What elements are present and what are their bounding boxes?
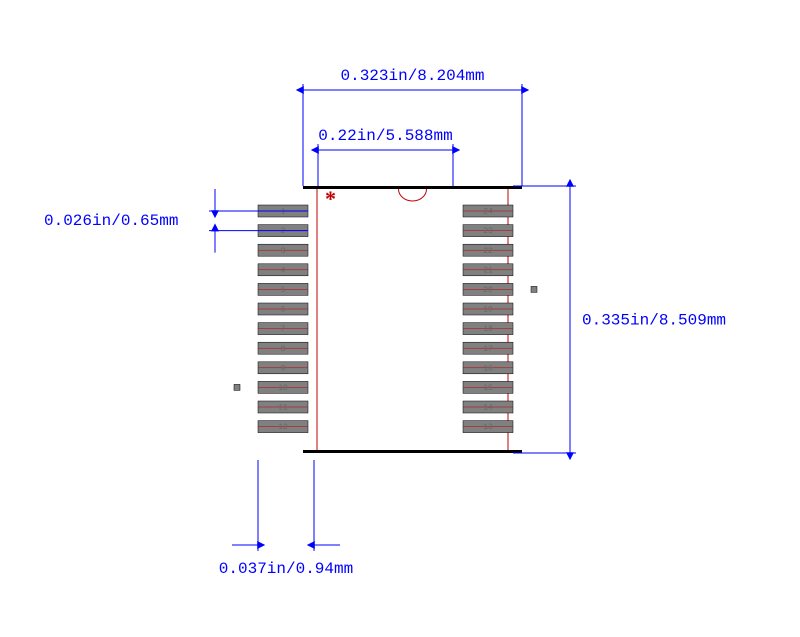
pin-label-20: 20 <box>483 286 493 295</box>
dim-padlen-label: 0.037in/0.94mm <box>219 560 353 578</box>
pin-label-7: 7 <box>281 325 286 334</box>
pin1-marker-icon: * <box>325 186 336 211</box>
pin-label-8: 8 <box>281 345 286 354</box>
pin-label-21: 21 <box>483 266 493 275</box>
pin-label-17: 17 <box>483 345 493 354</box>
dim-width-inner-label: 0.22in/5.588mm <box>318 127 452 145</box>
pin-label-19: 19 <box>483 306 493 315</box>
pin-label-3: 3 <box>281 247 286 256</box>
pin-label-14: 14 <box>483 404 493 413</box>
pin-label-6: 6 <box>281 306 286 315</box>
pin-label-1: 1 <box>281 208 286 217</box>
pin-label-13: 13 <box>483 423 493 432</box>
pin-label-18: 18 <box>483 325 493 334</box>
pin-label-5: 5 <box>281 286 286 295</box>
pin-label-11: 11 <box>278 404 288 413</box>
courtyard-marker-right <box>531 286 537 292</box>
pin1-arc-icon <box>399 189 427 201</box>
pin-label-15: 15 <box>483 384 493 393</box>
dim-width-outer-label: 0.323in/8.204mm <box>340 67 484 85</box>
pin-label-10: 10 <box>278 384 288 393</box>
courtyard-marker-left <box>234 384 240 390</box>
body-bottom-edge <box>303 450 522 453</box>
pin-label-16: 16 <box>483 364 493 373</box>
dim-height-label: 0.335in/8.509mm <box>582 312 726 330</box>
pin-label-4: 4 <box>281 266 286 275</box>
dim-pitch-label: 0.026in/0.65mm <box>44 212 178 230</box>
pin-label-12: 12 <box>278 423 288 432</box>
pin-label-9: 9 <box>281 364 286 373</box>
pin-label-24: 24 <box>483 208 493 217</box>
pin-label-23: 23 <box>483 227 493 236</box>
pin-label-22: 22 <box>483 247 493 256</box>
pin-label-2: 2 <box>281 227 286 236</box>
